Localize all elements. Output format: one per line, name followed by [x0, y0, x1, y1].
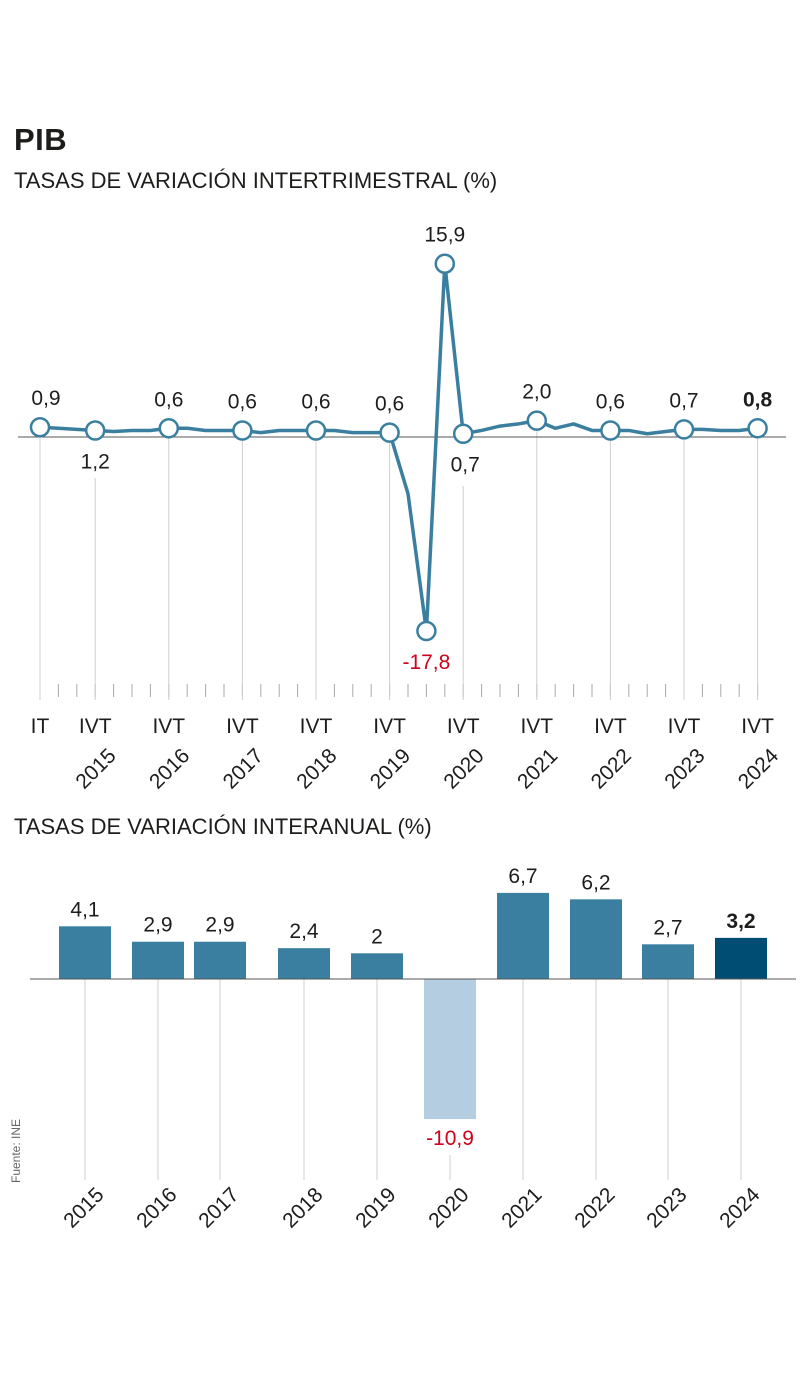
data-point	[416, 620, 437, 642]
x-category-label: 2019	[351, 1183, 400, 1232]
data-label: 0,7	[669, 389, 698, 412]
line-chart-subtitle: TASAS DE VARIACIÓN INTERTRIMESTRAL (%)	[14, 168, 498, 193]
x-category-label: 2020	[424, 1183, 473, 1232]
x-category-label: 2018	[278, 1183, 327, 1232]
x-tick-label: IT	[31, 715, 50, 738]
x-tick-label: IVT	[373, 715, 406, 738]
data-point	[747, 418, 768, 439]
bar-value-label: 6,2	[581, 871, 610, 894]
x-tick-label: IVT	[594, 715, 627, 738]
data-point	[600, 420, 621, 441]
chart-title: PIB	[14, 122, 68, 157]
x-category-label: 2021	[497, 1183, 546, 1232]
bar	[351, 953, 403, 979]
bar-value-label: 4,1	[70, 898, 99, 921]
x-category-label: 2017	[194, 1183, 243, 1232]
x-category-label: 2024	[715, 1183, 765, 1233]
x-tick-label: IVT	[300, 715, 333, 738]
data-label: 15,9	[424, 224, 465, 247]
bar	[642, 944, 694, 979]
data-label: 0,8	[743, 388, 773, 411]
bar	[497, 892, 549, 979]
bar-chart-subtitle: TASAS DE VARIACIÓN INTERANUAL (%)	[14, 814, 432, 839]
data-label: 0,7	[451, 454, 480, 477]
bar-value-label: 6,7	[508, 865, 537, 888]
data-label: 0,6	[375, 393, 404, 416]
data-label: 2,0	[522, 381, 551, 404]
data-point	[232, 420, 253, 441]
x-tick-label: IVT	[226, 715, 259, 738]
data-point	[673, 419, 695, 440]
x-tick-label: IVT	[447, 715, 480, 738]
data-point	[29, 416, 51, 438]
x-tick-label: IVT	[668, 715, 701, 738]
bar-value-label: -10,9	[426, 1127, 474, 1150]
quarterly-line-chart: 0,9 1,2 0,6 0,6 0,6 0,6 -17,8 15,9 0,7 2,0 0,6 0,7 0…	[18, 224, 786, 794]
bar	[278, 948, 330, 979]
x-category-label: 2023	[642, 1183, 691, 1232]
x-category-label: 2022	[570, 1183, 619, 1232]
data-label: 0,9	[31, 387, 60, 410]
data-point	[305, 420, 327, 441]
data-point	[526, 410, 548, 431]
data-label: 1,2	[81, 450, 110, 473]
data-label: 0,6	[301, 390, 330, 413]
x-tick-label: IVT	[79, 715, 112, 738]
x-tick-label: IVT	[741, 715, 774, 738]
data-point	[434, 253, 456, 274]
data-point	[84, 420, 106, 441]
data-label: 0,6	[154, 388, 183, 411]
bar	[132, 941, 184, 979]
data-label: 0,6	[228, 390, 257, 413]
bar	[194, 941, 246, 979]
x-tick-label: IVT	[152, 715, 185, 738]
x-category-label: 2015	[59, 1183, 108, 1232]
bar-value-label: 2,9	[143, 914, 172, 937]
bar	[424, 979, 476, 1120]
bar-value-label: 2,7	[653, 916, 682, 939]
bar-value-label: 2,4	[289, 920, 319, 943]
data-point	[158, 418, 180, 439]
bar	[570, 899, 622, 979]
bar	[59, 926, 111, 979]
data-label: -17,8	[402, 651, 450, 674]
bar	[715, 937, 767, 979]
bar-value-label: 2,9	[205, 914, 234, 937]
data-point	[452, 423, 474, 444]
data-label: 0,6	[596, 390, 625, 413]
x-tick-label: IVT	[520, 715, 553, 738]
x-category-label: 2016	[132, 1183, 181, 1232]
bar-value-label: 3,2	[726, 910, 755, 933]
bar-value-label: 2	[371, 925, 383, 948]
data-point	[379, 422, 400, 443]
